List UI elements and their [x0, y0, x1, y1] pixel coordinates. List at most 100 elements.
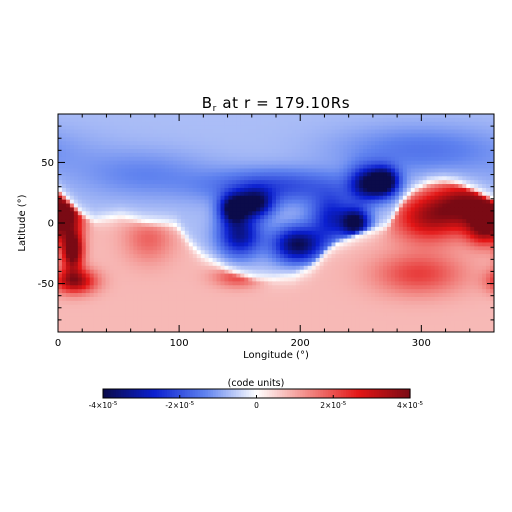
- heatmap-cell: [414, 223, 420, 228]
- heatmap-cell: [383, 215, 388, 220]
- heatmap-cell: [137, 149, 142, 154]
- heatmap-cell: [252, 207, 257, 212]
- heatmap-cell: [272, 211, 277, 216]
- heatmap-cell: [133, 269, 138, 275]
- heatmap-cell: [61, 156, 67, 162]
- heatmap-cell: [58, 191, 63, 197]
- heatmap-cell: [268, 265, 273, 271]
- heatmap-cell: [192, 246, 198, 251]
- heatmap-cell: [331, 234, 337, 240]
- heatmap-cell: [228, 269, 233, 275]
- heatmap-cell: [69, 187, 75, 193]
- heatmap-cell: [462, 273, 467, 279]
- heatmap-cell: [379, 211, 384, 216]
- heatmap-cell: [418, 125, 424, 131]
- heatmap-cell: [125, 164, 130, 170]
- heatmap-cell: [478, 258, 483, 263]
- heatmap-cell: [319, 207, 325, 212]
- heatmap-cell: [478, 133, 483, 138]
- heatmap-cell: [172, 141, 178, 146]
- heatmap-cell: [149, 250, 154, 255]
- heatmap-cell: [454, 223, 459, 228]
- heatmap-cell: [327, 125, 333, 131]
- heatmap-cell: [153, 152, 158, 158]
- heatmap-cell: [323, 149, 329, 154]
- heatmap-cell: [454, 258, 459, 263]
- heatmap-cell: [117, 160, 123, 166]
- heatmap-cell: [204, 207, 210, 212]
- heatmap-cell: [299, 207, 305, 212]
- heatmap-cell: [383, 149, 388, 154]
- heatmap-cell: [149, 230, 154, 236]
- heatmap-cell: [454, 250, 459, 255]
- heatmap-cell: [291, 114, 297, 119]
- heatmap-cell: [109, 230, 115, 236]
- heatmap-cell: [430, 168, 436, 173]
- heatmap-cell: [458, 164, 463, 170]
- heatmap-cell: [363, 125, 368, 131]
- heatmap-cell: [133, 187, 138, 193]
- heatmap-cell: [438, 254, 444, 259]
- heatmap-cell: [61, 223, 67, 228]
- heatmap-cell: [462, 184, 467, 189]
- heatmap-cell: [220, 219, 226, 224]
- heatmap-cell: [410, 285, 416, 290]
- heatmap-cell: [482, 129, 487, 135]
- heatmap-cell: [248, 184, 253, 189]
- heatmap-cell: [165, 242, 170, 247]
- heatmap-cell: [129, 226, 134, 232]
- heatmap-cell: [442, 238, 448, 244]
- heatmap-cell: [359, 187, 364, 193]
- heatmap-cell: [410, 211, 416, 216]
- heatmap-cell: [180, 114, 186, 119]
- heatmap-cell: [192, 234, 198, 240]
- heatmap-cell: [176, 273, 182, 279]
- heatmap-cell: [93, 242, 99, 247]
- heatmap-cell: [335, 250, 341, 255]
- heatmap-cell: [434, 226, 440, 232]
- heatmap-cell: [172, 133, 178, 138]
- heatmap-cell: [165, 281, 170, 286]
- heatmap-cell: [331, 164, 337, 170]
- heatmap-cell: [398, 238, 404, 244]
- heatmap-cell: [386, 226, 392, 232]
- heatmap-cell: [390, 145, 396, 150]
- heatmap-cell: [434, 238, 440, 244]
- heatmap-cell: [264, 269, 269, 275]
- heatmap-cell: [61, 152, 67, 158]
- heatmap-cell: [398, 223, 404, 228]
- heatmap-cell: [276, 164, 281, 170]
- heatmap-cell: [121, 289, 126, 294]
- heatmap-cell: [192, 125, 198, 131]
- heatmap-cell: [93, 145, 99, 150]
- heatmap-cell: [331, 145, 337, 150]
- heatmap-cell: [256, 180, 261, 185]
- heatmap-cell: [434, 156, 440, 162]
- heatmap-cell: [184, 223, 190, 228]
- heatmap-cell: [153, 254, 158, 259]
- heatmap-cell: [77, 203, 83, 209]
- heatmap-cell: [311, 234, 317, 240]
- heatmap-cell: [386, 269, 392, 275]
- heatmap-cell: [180, 269, 186, 275]
- heatmap-cell: [315, 180, 321, 185]
- heatmap-cell: [260, 261, 265, 267]
- heatmap-cell: [343, 156, 348, 162]
- heatmap-cell: [466, 133, 471, 138]
- heatmap-cell: [363, 164, 368, 170]
- heatmap-cell: [161, 242, 166, 247]
- heatmap-cell: [466, 281, 471, 286]
- heatmap-cell: [240, 215, 245, 220]
- heatmap-cell: [379, 187, 384, 193]
- heatmap-cell: [470, 114, 475, 119]
- heatmap-cell: [462, 137, 467, 142]
- heatmap-cell: [315, 230, 321, 236]
- heatmap-cell: [113, 137, 119, 142]
- heatmap-cell: [272, 152, 277, 158]
- heatmap-cell: [252, 137, 257, 142]
- heatmap-cell: [474, 152, 479, 158]
- heatmap-cell: [58, 273, 63, 279]
- heatmap-cell: [386, 176, 392, 181]
- heatmap-cell: [149, 269, 154, 275]
- heatmap-cell: [454, 137, 459, 142]
